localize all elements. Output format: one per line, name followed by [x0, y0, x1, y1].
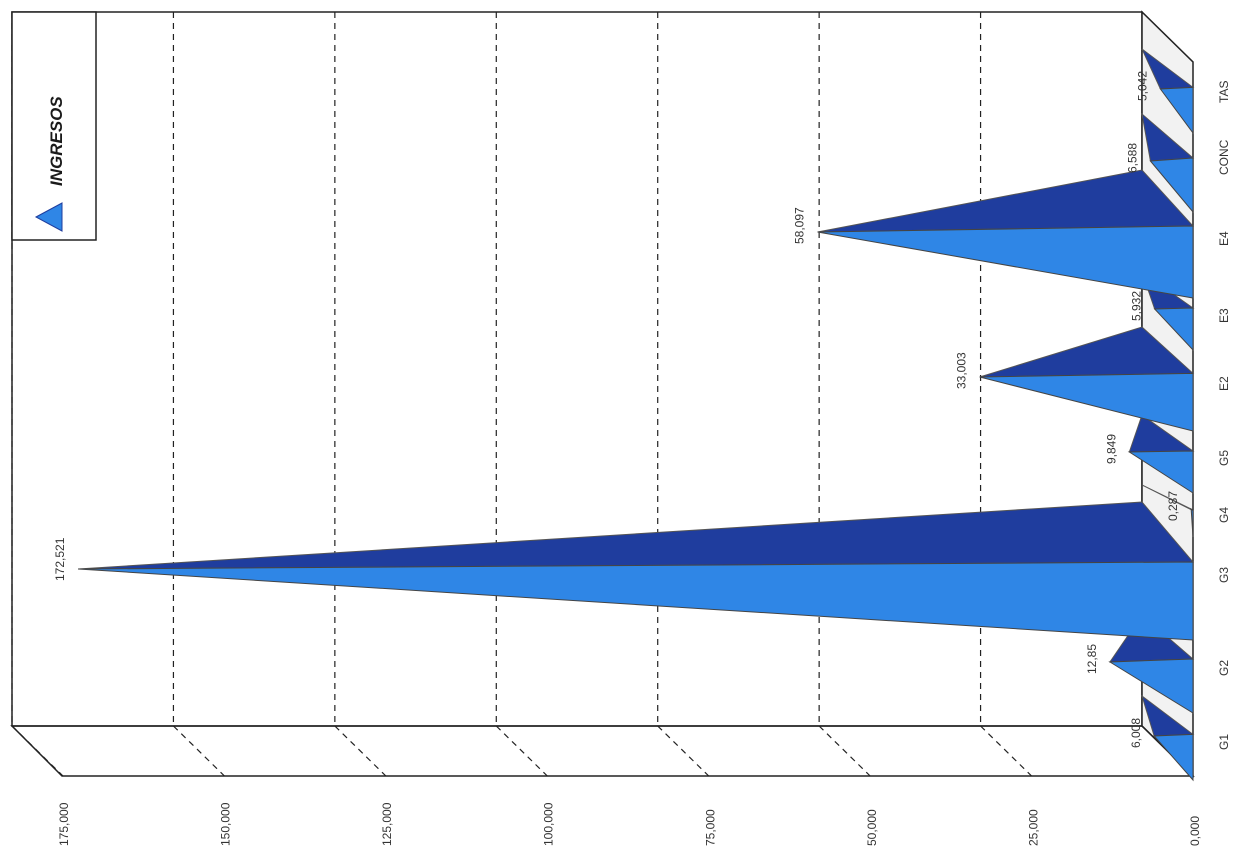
legend: INGRESOS [11, 11, 97, 241]
pyramid-bar [1159, 86, 1194, 135]
pyramid-bar [1108, 658, 1194, 714]
data-label: 172,521 [53, 537, 67, 581]
data-label: 58,097 [793, 207, 807, 244]
x-tick-label: G3 [1217, 567, 1231, 583]
x-tick-label: E3 [1217, 308, 1231, 323]
pyramid-bar [979, 372, 1194, 432]
y-tick-label: 125,000 [380, 802, 394, 846]
side-wall [10, 725, 1195, 777]
pyramid-bar [1190, 507, 1194, 538]
data-label: 33,003 [955, 352, 969, 389]
pyramid-bar [817, 225, 1194, 299]
y-tick-label: 25,000 [1026, 809, 1040, 846]
data-label: 6,588 [1125, 143, 1139, 173]
grid-layer [11, 12, 1032, 777]
chart-walls [10, 10, 1195, 778]
pyramid-bar [77, 561, 1194, 641]
pyramid-bar-back [817, 169, 1195, 233]
pyramid-bar [1127, 450, 1194, 494]
gridline-depth [657, 725, 710, 777]
data-label: 12,85 [1085, 644, 1099, 674]
y-tick-label: 100,000 [542, 802, 556, 846]
gridline-depth [334, 725, 387, 777]
labels-layer: 0,000 25,000 50,000 75,000 100,000 125,000 150… [53, 71, 1231, 846]
pyramid-bar-back [77, 501, 1195, 570]
y-tick-label: 150,000 [219, 802, 233, 846]
gridline-depth [173, 725, 225, 777]
x-tick-label: G4 [1217, 507, 1231, 523]
pyramid-bar [1149, 157, 1194, 214]
gridline-depth [495, 725, 548, 777]
pyramid-bar [1153, 307, 1194, 352]
data-label: 6,008 [1129, 718, 1143, 748]
x-tick-label: E4 [1217, 231, 1231, 246]
legend-triangle-icon [34, 202, 63, 232]
y-tick-label: 0,000 [1188, 816, 1202, 846]
y-tick-label: 175,000 [57, 802, 71, 846]
y-tick-label: 50,000 [865, 809, 879, 846]
x-tick-label: E2 [1217, 376, 1231, 391]
x-tick-label: CONC [1217, 139, 1231, 175]
data-label: 5,042 [1135, 71, 1149, 101]
data-label: 5,932 [1130, 291, 1144, 321]
data-label: 9,849 [1104, 434, 1118, 464]
gridline-depth [818, 725, 871, 777]
legend-box [11, 11, 97, 241]
legend-label: INGRESOS [47, 96, 66, 186]
gridline-depth [980, 725, 1032, 777]
data-label: 0,287 [1166, 491, 1180, 521]
pyramid-bar [1153, 733, 1194, 782]
y-tick-label: 75,000 [703, 809, 717, 846]
x-tick-label: G2 [1217, 660, 1231, 676]
bars-layer [77, 48, 1195, 782]
x-tick-label: TAS [1217, 81, 1231, 103]
x-tick-label: G5 [1217, 450, 1231, 466]
x-tick-label: G1 [1217, 734, 1231, 750]
